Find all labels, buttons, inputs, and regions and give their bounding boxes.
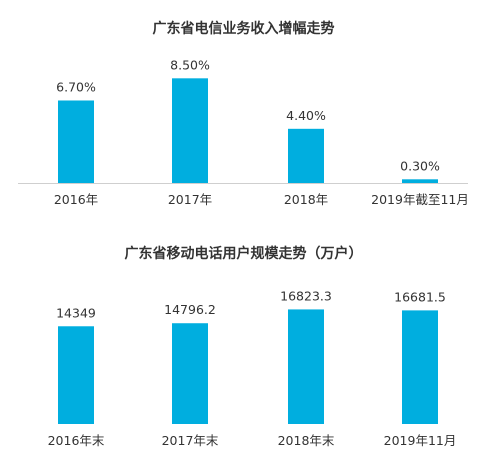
chart-title: 广东省电信业务收入增幅走势 <box>152 21 335 37</box>
data-label: 14349 <box>56 305 96 320</box>
x-tick-label: 2019年截至11月 <box>371 192 469 207</box>
data-label: 8.50% <box>170 57 210 72</box>
data-label: 6.70% <box>56 79 96 94</box>
data-label: 0.30% <box>400 158 440 173</box>
x-tick-label: 2017年末 <box>162 433 219 448</box>
x-tick-label: 2018年 <box>284 192 328 207</box>
chart-title: 广东省移动电话用户规模走势（万户） <box>124 246 363 262</box>
revenue-growth-plot: 6.70% 2016年 8.50% 2017年 4.40% 2018年 0.30% 2019年… <box>18 57 469 207</box>
x-tick-label: 2017年 <box>168 192 212 207</box>
bar <box>172 78 208 183</box>
bar <box>172 323 208 424</box>
x-tick-label: 2016年 <box>54 192 98 207</box>
bar <box>402 310 438 424</box>
bar <box>288 309 324 424</box>
data-label: 16681.5 <box>394 289 446 304</box>
data-label: 14796.2 <box>164 302 216 317</box>
bar <box>402 179 438 183</box>
data-label: 4.40% <box>286 108 326 123</box>
bar <box>58 100 94 183</box>
x-tick-label: 2018年末 <box>278 433 335 448</box>
bar <box>58 326 94 424</box>
bar <box>288 128 324 183</box>
x-tick-label: 2016年末 <box>48 433 105 448</box>
data-label: 16823.3 <box>280 288 332 303</box>
x-tick-label: 2019年11月 <box>384 433 457 448</box>
